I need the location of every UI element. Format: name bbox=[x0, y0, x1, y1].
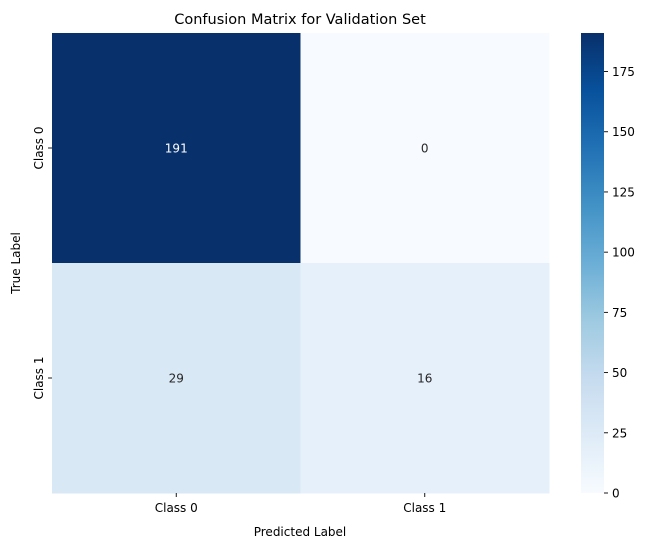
x-tick-label: Class 1 bbox=[403, 501, 446, 515]
cell-annotations: 191 0 29 16 bbox=[165, 142, 433, 386]
heatmap-cells bbox=[52, 33, 550, 494]
heatmap-cell-r0-c0 bbox=[52, 33, 301, 264]
x-tick-label: Class 0 bbox=[155, 501, 198, 515]
x-axis-label: Predicted Label bbox=[254, 525, 347, 539]
colorbar-tick-label: 100 bbox=[612, 246, 635, 260]
cell-annotation-r1-c0: 29 bbox=[169, 372, 184, 386]
colorbar-tick-label: 175 bbox=[612, 65, 635, 79]
chart-title: Confusion Matrix for Validation Set bbox=[174, 12, 426, 28]
colorbar-tick-label: 25 bbox=[612, 426, 627, 440]
heatmap-cell-r1-c0 bbox=[52, 263, 301, 494]
colorbar: 0 25 50 75 100 125 150 175 bbox=[581, 33, 635, 501]
y-axis: Class 0 Class 1 bbox=[32, 126, 52, 400]
heatmap-cell-r1-c1 bbox=[300, 263, 550, 494]
cell-annotation-r1-c1: 16 bbox=[417, 372, 432, 386]
colorbar-tick-label: 150 bbox=[612, 125, 635, 139]
colorbar-tick-label: 50 bbox=[612, 366, 627, 380]
y-tick-label: Class 1 bbox=[32, 356, 46, 399]
colorbar-tick-label: 125 bbox=[612, 185, 635, 199]
heatmap-cell-r0-c1 bbox=[300, 33, 550, 264]
cell-annotation-r0-c1: 0 bbox=[421, 142, 429, 156]
x-axis: Class 0 Class 1 bbox=[155, 493, 446, 515]
colorbar-tick-label: 75 bbox=[612, 306, 627, 320]
colorbar-gradient bbox=[581, 33, 604, 493]
cell-annotation-r0-c0: 191 bbox=[165, 142, 188, 156]
y-tick-label: Class 0 bbox=[32, 126, 46, 169]
y-axis-label: True Label bbox=[9, 232, 23, 295]
colorbar-tick-label: 0 bbox=[612, 487, 620, 501]
